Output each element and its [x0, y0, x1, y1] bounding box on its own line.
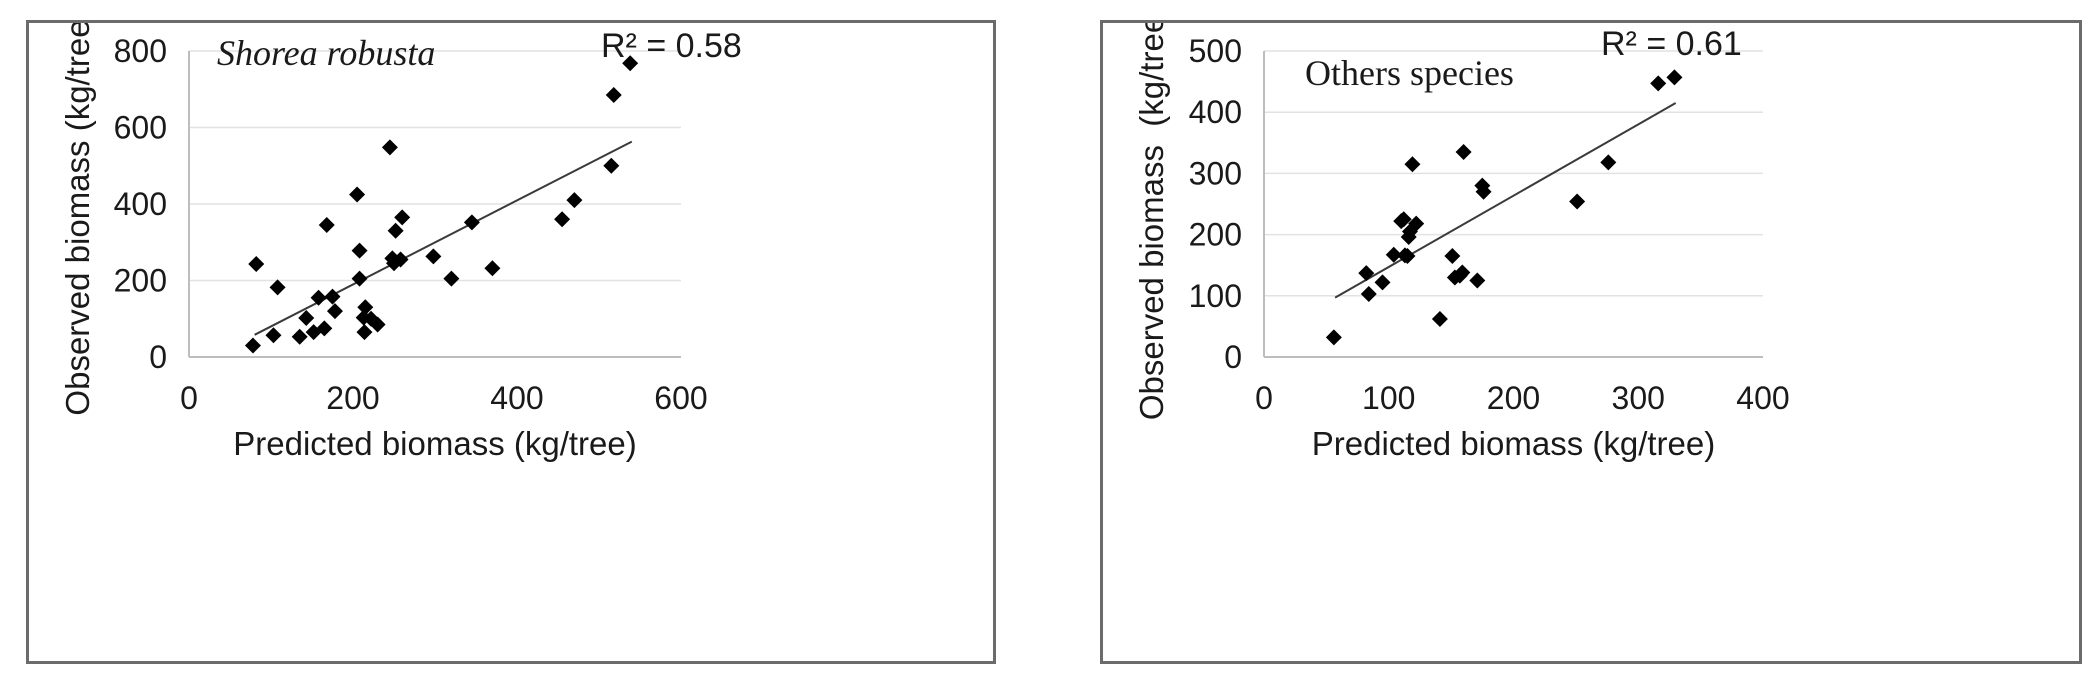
chart-panel-other-species: 0 100 200 300 400 500 0 100 200 300 400 Others spec…	[1100, 20, 2082, 664]
y-tick-label: 0	[1224, 339, 1242, 375]
data-point	[318, 217, 335, 234]
data-point	[605, 86, 622, 103]
data-point	[1444, 248, 1461, 265]
data-point	[1408, 215, 1425, 232]
y-tick-label: 400	[114, 186, 167, 222]
y-tick-label: 200	[1189, 217, 1242, 253]
x-tick-label: 300	[1612, 380, 1665, 416]
scatter-chart-other-species: 0 100 200 300 400 500 0 100 200 300 400 Others spec…	[1133, 23, 1790, 462]
data-point	[1374, 274, 1391, 291]
data-point	[1358, 265, 1375, 282]
data-point	[316, 320, 333, 337]
trendline	[1334, 102, 1677, 299]
scatter-chart-shorea-robusta: 0 200 400 600 800 0 200 400 600 Shorea robusta R² …	[59, 23, 742, 462]
data-point	[387, 222, 404, 239]
data-point	[369, 316, 386, 333]
data-point	[603, 157, 620, 174]
x-axis-title: Predicted biomass (kg/tree)	[1312, 425, 1716, 462]
data-point	[1455, 143, 1472, 160]
y-axis-title: Observed biomass (kg/tree)	[59, 23, 96, 416]
data-point	[1454, 264, 1471, 281]
data-point	[1399, 248, 1416, 265]
data-point	[566, 192, 583, 209]
data-point	[1395, 211, 1412, 228]
data-point	[463, 214, 480, 231]
y-tick-label: 600	[114, 110, 167, 146]
data-point	[443, 270, 460, 287]
data-point	[1600, 154, 1617, 171]
data-point	[394, 209, 411, 226]
x-tick-label: 200	[326, 380, 379, 416]
r-squared-label: R² = 0.61	[1601, 25, 1742, 63]
data-point	[1469, 272, 1486, 289]
y-tick-label: 200	[114, 263, 167, 299]
x-tick-label: 600	[654, 380, 707, 416]
data-point	[244, 337, 261, 354]
species-annotation: Others species	[1305, 53, 1514, 93]
data-point	[1404, 156, 1421, 173]
y-tick-label: 500	[1189, 33, 1242, 69]
data-point	[356, 324, 373, 341]
data-point	[326, 303, 343, 320]
data-point	[324, 288, 341, 305]
data-point	[357, 299, 374, 316]
data-point	[269, 279, 286, 296]
data-point	[351, 270, 368, 287]
x-tick-label: 0	[180, 380, 198, 416]
data-point	[310, 289, 327, 306]
y-axis-title: Observed biomass (kg/tree)	[1133, 23, 1170, 420]
data-point	[349, 186, 366, 203]
y-tick-label: 300	[1189, 155, 1242, 191]
y-tick-label: 0	[149, 339, 167, 375]
x-tick-label: 200	[1487, 380, 1540, 416]
data-point	[381, 139, 398, 156]
data-point	[1475, 183, 1492, 200]
x-tick-label: 400	[1736, 380, 1789, 416]
data-point	[554, 211, 571, 228]
data-point	[1650, 75, 1667, 92]
data-point	[484, 260, 501, 277]
data-point	[248, 256, 265, 273]
species-annotation: Shorea robusta	[217, 33, 435, 73]
y-tick-label: 800	[114, 33, 167, 69]
data-point	[351, 242, 368, 259]
data-point	[291, 328, 308, 345]
data-point	[1401, 223, 1418, 240]
x-tick-label: 400	[490, 380, 543, 416]
data-point	[1569, 193, 1586, 210]
x-axis-title: Predicted biomass (kg/tree)	[233, 425, 637, 462]
y-tick-label: 100	[1189, 278, 1242, 314]
data-point	[1360, 285, 1377, 302]
data-point	[1385, 246, 1402, 263]
trendline	[254, 140, 633, 336]
chart-panel-shorea-robusta: 0 200 400 600 800 0 200 400 600 Shorea robusta R² …	[26, 20, 996, 664]
data-point	[425, 248, 442, 265]
data-point	[265, 327, 282, 344]
r-squared-label: R² = 0.58	[601, 27, 742, 65]
data-point	[298, 309, 315, 326]
data-point	[1431, 311, 1448, 328]
y-tick-label: 400	[1189, 94, 1242, 130]
x-tick-label: 0	[1255, 380, 1273, 416]
data-point	[622, 55, 639, 72]
data-point	[1666, 69, 1683, 86]
data-point	[392, 251, 409, 268]
x-tick-label: 100	[1362, 380, 1415, 416]
data-point	[1325, 329, 1342, 346]
